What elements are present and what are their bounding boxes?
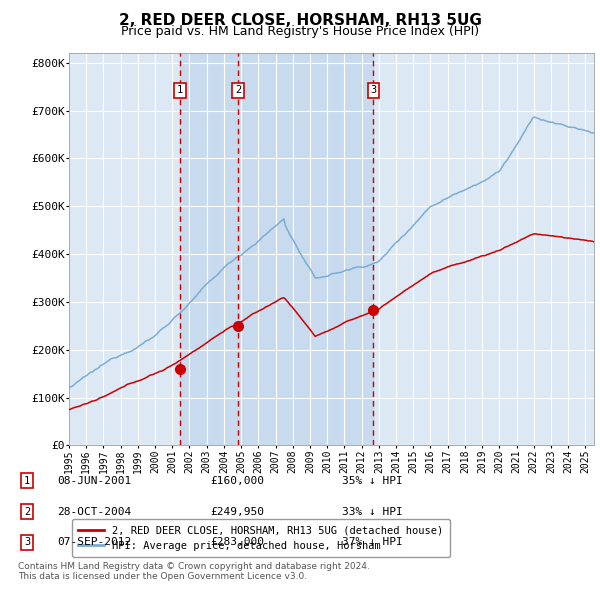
- Text: £249,950: £249,950: [210, 507, 264, 516]
- Text: Price paid vs. HM Land Registry's House Price Index (HPI): Price paid vs. HM Land Registry's House …: [121, 25, 479, 38]
- Legend: 2, RED DEER CLOSE, HORSHAM, RH13 5UG (detached house), HPI: Average price, detac: 2, RED DEER CLOSE, HORSHAM, RH13 5UG (de…: [71, 519, 450, 557]
- Text: £283,000: £283,000: [210, 537, 264, 547]
- Text: 3: 3: [370, 86, 376, 96]
- Text: 3: 3: [24, 537, 30, 547]
- Text: 33% ↓ HPI: 33% ↓ HPI: [342, 507, 403, 516]
- Text: Contains HM Land Registry data © Crown copyright and database right 2024.
This d: Contains HM Land Registry data © Crown c…: [18, 562, 370, 581]
- Text: 2, RED DEER CLOSE, HORSHAM, RH13 5UG: 2, RED DEER CLOSE, HORSHAM, RH13 5UG: [119, 13, 481, 28]
- Text: 37% ↓ HPI: 37% ↓ HPI: [342, 537, 403, 547]
- Text: 2: 2: [235, 86, 241, 96]
- Bar: [238, 53, 373, 445]
- Text: 1: 1: [24, 476, 30, 486]
- Text: £160,000: £160,000: [210, 476, 264, 486]
- Bar: [180, 53, 238, 445]
- Text: 35% ↓ HPI: 35% ↓ HPI: [342, 476, 403, 486]
- Text: 08-JUN-2001: 08-JUN-2001: [57, 476, 131, 486]
- Text: 28-OCT-2004: 28-OCT-2004: [57, 507, 131, 516]
- Text: 07-SEP-2012: 07-SEP-2012: [57, 537, 131, 547]
- Text: 1: 1: [177, 86, 183, 96]
- Text: 2: 2: [24, 507, 30, 516]
